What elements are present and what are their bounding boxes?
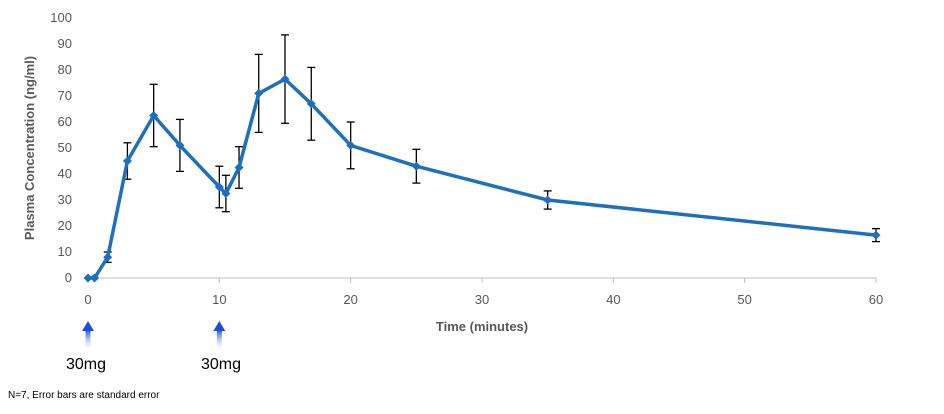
series-line <box>88 77 877 280</box>
data-point <box>149 111 159 120</box>
data-point <box>175 140 185 150</box>
x-axis-title: Time (minutes) <box>436 319 528 334</box>
dose-arrow-icon <box>213 321 226 352</box>
data-point <box>214 182 224 192</box>
data-markers <box>83 74 881 283</box>
y-tick-label: 100 <box>50 10 72 25</box>
arrow-shaft <box>216 330 222 352</box>
y-tick-label: 60 <box>58 114 72 129</box>
dose-arrows <box>82 321 226 352</box>
y-axis-title: Plasma Concentration (ng/ml) <box>22 56 37 240</box>
data-point <box>306 99 316 109</box>
data-point <box>83 273 93 283</box>
arrow-shaft <box>85 330 91 352</box>
error-bars <box>103 34 880 264</box>
y-tick-label: 30 <box>58 192 72 207</box>
data-point <box>103 252 113 262</box>
footnote: N=7, Error bars are standard error <box>8 390 160 401</box>
data-point <box>871 230 881 240</box>
y-tick-label: 50 <box>58 140 72 155</box>
y-axis-ticks: 0 10 20 30 40 50 60 70 80 90 100 <box>50 10 72 285</box>
arrow-head <box>213 321 226 331</box>
y-tick-label: 40 <box>58 166 72 181</box>
dose-label-1: 30mg <box>66 356 107 373</box>
x-axis-ticks: 0 10 20 30 40 50 60 <box>84 278 883 307</box>
data-point <box>346 140 356 150</box>
y-tick-label: 80 <box>58 62 72 77</box>
x-tick-label: 50 <box>737 292 751 307</box>
y-tick-label: 70 <box>58 88 72 103</box>
y-tick-label: 90 <box>58 36 72 51</box>
data-point <box>122 156 132 166</box>
y-tick-label: 20 <box>58 218 72 233</box>
data-point <box>254 88 264 98</box>
data-point <box>280 74 290 84</box>
x-tick-label: 60 <box>869 292 883 307</box>
x-tick-label: 30 <box>475 292 489 307</box>
dose-arrow-icon <box>82 321 94 352</box>
data-point <box>221 189 231 198</box>
x-tick-label: 40 <box>606 292 620 307</box>
data-point <box>234 163 244 172</box>
x-tick-label: 20 <box>343 292 357 307</box>
arrow-head <box>82 321 94 331</box>
y-tick-label: 0 <box>65 270 72 285</box>
data-point <box>411 161 421 171</box>
dose-label-2: 30mg <box>201 356 242 373</box>
x-tick-label: 0 <box>84 292 91 307</box>
y-tick-label: 10 <box>58 244 72 259</box>
data-point <box>543 195 553 205</box>
x-tick-label: 10 <box>212 292 226 307</box>
data-point <box>90 273 100 283</box>
